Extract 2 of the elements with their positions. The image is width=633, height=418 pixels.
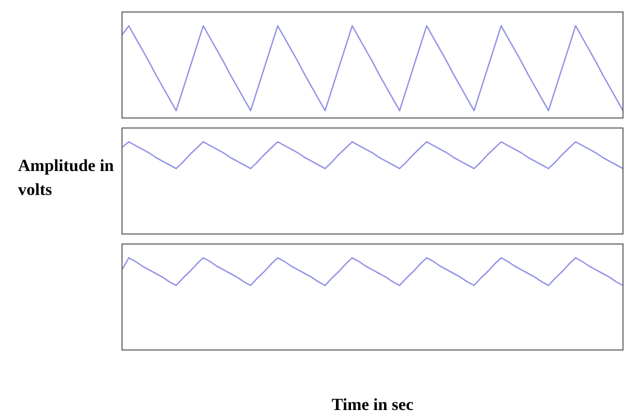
y-axis-title: Amplitude in volts [18,155,115,201]
x-axis-title: Time in sec [330,395,414,415]
